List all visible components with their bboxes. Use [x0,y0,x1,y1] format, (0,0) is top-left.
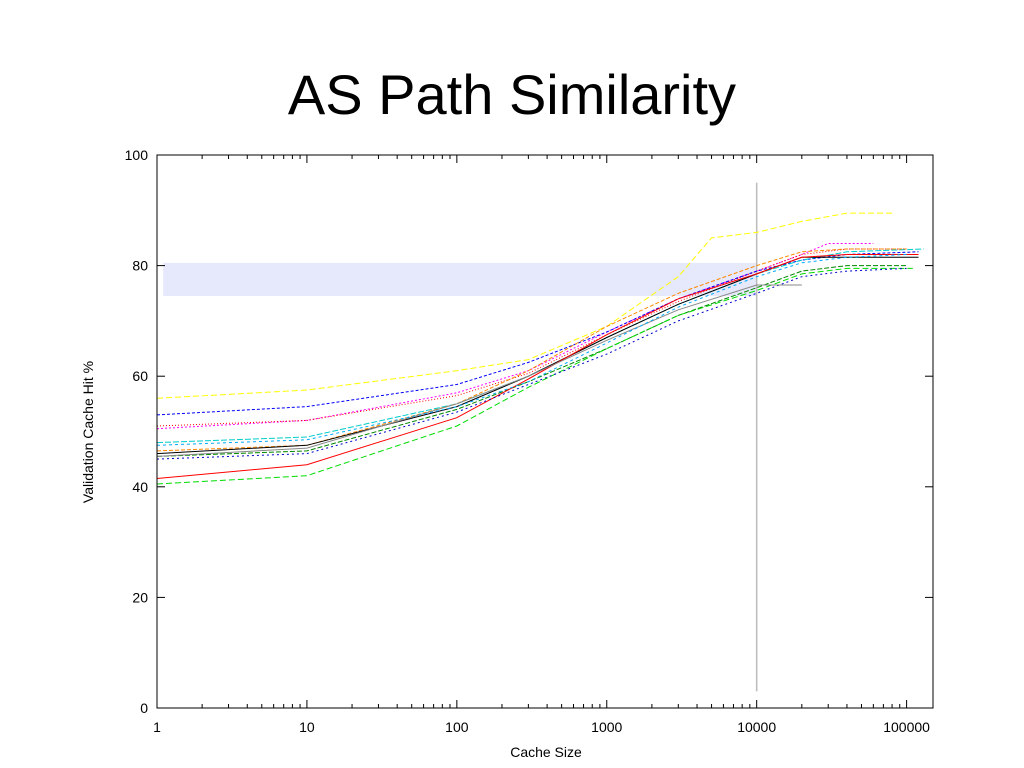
x-tick-label: 1 [153,719,161,735]
series-layer [156,212,924,485]
y-axis-label: Validation Cache Hit % [80,361,96,503]
slide-title: AS Path Similarity [287,63,737,126]
series-line-11 [156,267,907,460]
tick-layer [156,154,933,709]
y-tick-label: 0 [140,700,148,716]
series-line-13 [156,254,907,446]
plot-frame [156,154,934,709]
series-line-10 [156,267,913,485]
series-line-9 [156,254,919,479]
series-line-6 [156,248,907,452]
series-line-1 [156,212,893,399]
y-tick-label: 40 [132,479,148,495]
highlight-band [163,262,757,297]
x-tick-label: 100 [445,719,469,735]
highlight-band-layer [163,262,757,297]
x-tick-label: 1000 [591,719,622,735]
x-axis-label: Cache Size [510,744,582,760]
x-tick-label: 10000 [737,719,776,735]
y-tick-label: 20 [132,589,148,605]
series-line-3 [156,248,907,427]
series-line-12 [156,284,802,457]
y-tick-label: 100 [125,147,149,163]
x-tick-label: 100000 [883,719,930,735]
y-tick-label: 60 [132,368,148,384]
tick-label-layer: 1 10 100 1000 10000 100000 0 20 40 60 80 100 [125,147,931,735]
y-tick-label: 80 [132,258,148,274]
x-tick-label: 10 [299,719,315,735]
